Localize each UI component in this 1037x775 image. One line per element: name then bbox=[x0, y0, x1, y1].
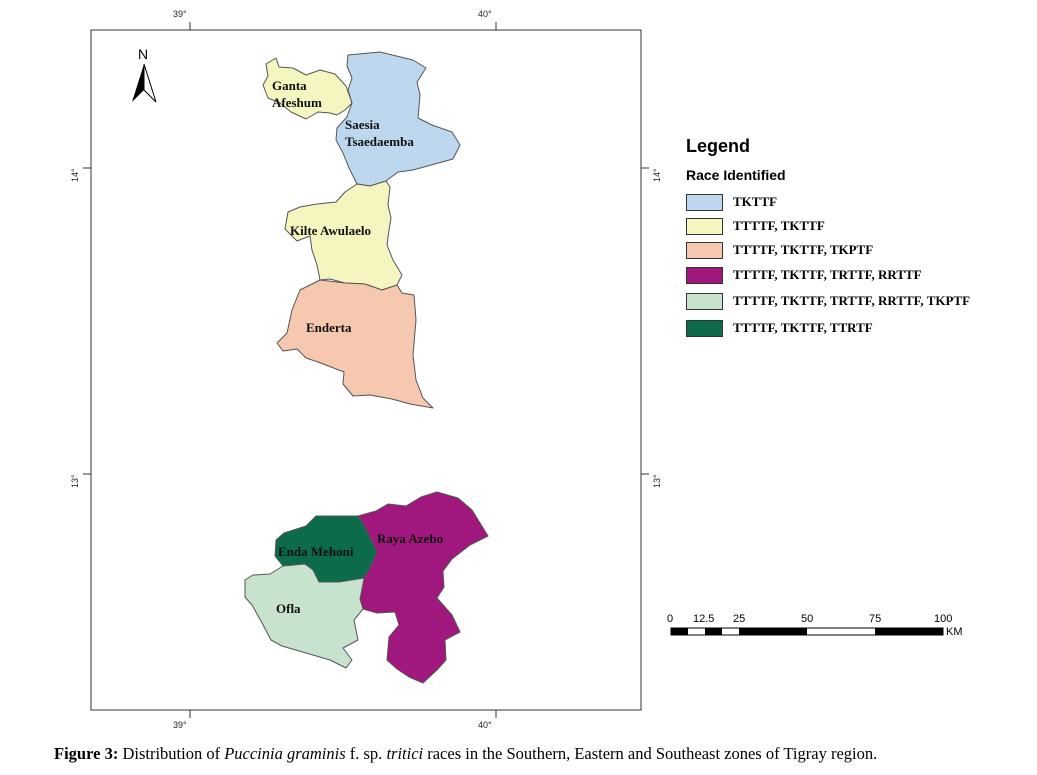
scale-tick-0: 0 bbox=[667, 613, 673, 625]
scale-tick-12.5: 12.5 bbox=[693, 613, 714, 625]
caption-text-before: Distribution of bbox=[118, 744, 225, 763]
caption-text-after: races in the Southern, Eastern and South… bbox=[423, 744, 878, 763]
district-ofla bbox=[244, 563, 365, 669]
district-enderta bbox=[276, 279, 434, 409]
coordinate-labels: 39° 40° 39° 40° 14° 13° 14° 13° bbox=[70, 9, 662, 730]
label-ganta-line1: Ganta bbox=[272, 78, 307, 93]
scale-tick-50: 50 bbox=[801, 613, 813, 625]
label-saesia-line1: Saesia bbox=[345, 117, 380, 132]
legend-item: TTTTF, TKTTF bbox=[686, 216, 825, 236]
north-label: N bbox=[138, 46, 148, 62]
map-frame bbox=[90, 29, 642, 711]
legend-swatch bbox=[686, 319, 723, 337]
legend-swatch bbox=[686, 193, 723, 211]
label-raya-azebo: Raya Azebo bbox=[377, 531, 443, 546]
coord-top-40: 40° bbox=[478, 9, 492, 19]
legend-swatch bbox=[686, 241, 723, 259]
caption-text-mid: f. sp. bbox=[345, 744, 387, 763]
legend-item-label: TTTTF, TKTTF, TRTTF, RRTTF, TKPTF bbox=[733, 293, 971, 308]
legend-item: TTTTF, TKTTF, TRTTF, RRTTF bbox=[686, 265, 922, 285]
legend-subtitle: Race Identified bbox=[686, 167, 786, 183]
scale-tick-75: 75 bbox=[869, 613, 881, 625]
label-saesia-line2: Tsaedaemba bbox=[345, 134, 414, 149]
district-raya-azebo bbox=[357, 491, 489, 684]
legend-swatch bbox=[686, 266, 723, 284]
coord-left-14: 14° bbox=[70, 168, 80, 182]
coord-right-13: 13° bbox=[652, 474, 662, 488]
legend-item: TKTTF bbox=[686, 192, 777, 212]
caption-label: Figure 3: bbox=[54, 744, 119, 763]
caption-species: Puccinia graminis bbox=[224, 744, 346, 763]
legend-item: TTTTF, TKTTF, TKPTF bbox=[686, 240, 873, 260]
scale-tick-100: 100 bbox=[934, 613, 952, 625]
legend-item-label: TTTTF, TKTTF, TTRTF bbox=[733, 320, 873, 335]
legend-item-label: TTTTF, TKTTF, TKPTF bbox=[733, 242, 874, 257]
district-saesia-tsaedaemba bbox=[335, 51, 461, 187]
coord-bottom-40: 40° bbox=[478, 720, 492, 730]
label-enda-mehoni: Enda Mehoni bbox=[278, 544, 354, 559]
legend-item-label: TTTTF, TKTTF, TRTTF, RRTTF bbox=[733, 267, 922, 282]
coord-right-14: 14° bbox=[652, 168, 662, 182]
legend-item: TTTTF, TKTTF, TRTTF, RRTTF, TKPTF bbox=[686, 291, 970, 311]
figure-caption: Figure 3: Distribution of Puccinia grami… bbox=[54, 744, 1029, 764]
legend-swatch bbox=[686, 292, 723, 310]
label-ganta-line2: Afeshum bbox=[272, 95, 322, 110]
legend-item-label: TTTTF, TKTTF bbox=[733, 218, 825, 233]
legend-item: TTTTF, TKTTF, TTRTF bbox=[686, 318, 873, 338]
label-ofla: Ofla bbox=[276, 601, 301, 616]
coord-bottom-39: 39° bbox=[173, 720, 187, 730]
north-arrow-icon: N bbox=[132, 46, 157, 103]
scale-bar: 0 12.5 25 50 75 100 KM bbox=[667, 613, 963, 638]
legend-swatch bbox=[686, 217, 723, 235]
scale-tick-25: 25 bbox=[733, 613, 745, 625]
scale-unit: KM bbox=[946, 626, 963, 638]
legend-item-label: TKTTF bbox=[733, 194, 778, 209]
caption-forma: tritici bbox=[386, 744, 424, 763]
coord-left-13: 13° bbox=[70, 474, 80, 488]
district-ganta-afeshum bbox=[262, 57, 353, 120]
coord-top-39: 39° bbox=[173, 9, 187, 19]
label-enderta: Enderta bbox=[306, 320, 352, 335]
graticule-ticks bbox=[83, 22, 649, 718]
label-kilte: Kilte Awulaelo bbox=[290, 223, 371, 238]
legend-title: Legend bbox=[686, 136, 751, 156]
